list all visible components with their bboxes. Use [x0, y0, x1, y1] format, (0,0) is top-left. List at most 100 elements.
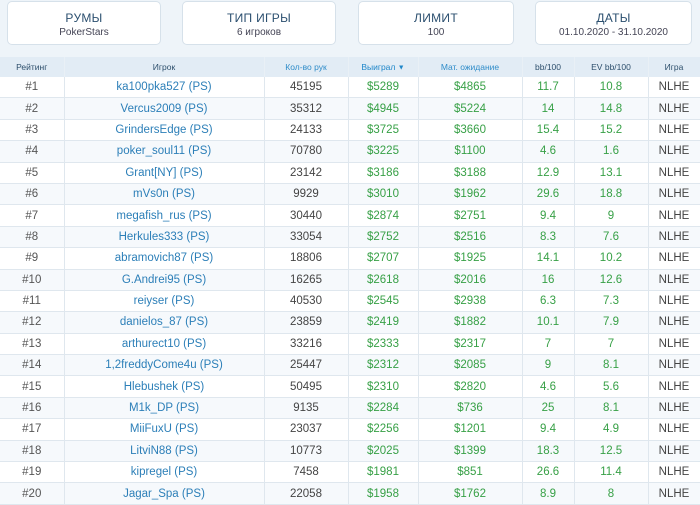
cell-ev: $1882 [418, 311, 523, 334]
cell-player[interactable]: ka100pka527 (PS) [64, 77, 265, 99]
cell-rating: #3 [0, 119, 65, 142]
cell-player[interactable]: Vercus2009 (PS) [64, 97, 265, 120]
cell-player[interactable]: M1k_DP (PS) [64, 397, 265, 420]
table-row: #11 reiyser (PS) 40530 $2545 $2938 6.3 7.3 NLHE [0, 290, 700, 313]
cell-hands: 33216 [264, 333, 349, 356]
cell-game: NLHE [648, 119, 700, 142]
cell-evbb100: 8.1 [574, 397, 649, 420]
cell-game: NLHE [648, 440, 700, 463]
col-header-ev-label: Мат. ожидание [440, 62, 500, 72]
cell-game: NLHE [648, 354, 700, 377]
cell-won: $3225 [348, 140, 419, 163]
cell-rating: #16 [0, 397, 65, 420]
cell-rating: #11 [0, 290, 65, 313]
cell-player[interactable]: Hlebushek (PS) [64, 375, 265, 398]
col-header-ev[interactable]: Мат. ожидание [418, 57, 523, 77]
limit-filter[interactable]: ЛИМИТ 100 [358, 1, 514, 45]
cell-ev: $1399 [418, 440, 523, 463]
cell-player[interactable]: Herkules333 (PS) [64, 226, 265, 249]
cell-ev: $2317 [418, 333, 523, 356]
cell-ev: $2516 [418, 226, 523, 249]
cell-player[interactable]: abramovich87 (PS) [64, 247, 265, 270]
dates-filter[interactable]: ДАТЫ 01.10.2020 - 31.10.2020 [535, 1, 692, 45]
table-row: #18 LitviN88 (PS) 10773 $2025 $1399 18.3 12.5 N… [0, 440, 700, 463]
table-row: #8 Herkules333 (PS) 33054 $2752 $2516 8.3 7.6 N… [0, 226, 700, 249]
cell-player[interactable]: kipregel (PS) [64, 461, 265, 484]
cell-player[interactable]: danielos_87 (PS) [64, 311, 265, 334]
cell-ev: $2085 [418, 354, 523, 377]
cell-won: $5289 [348, 77, 419, 99]
cell-game: NLHE [648, 204, 700, 227]
cell-hands: 70780 [264, 140, 349, 163]
cell-player[interactable]: Jagar_Spa (PS) [64, 482, 265, 505]
cell-evbb100: 15.2 [574, 119, 649, 142]
cell-evbb100: 18.8 [574, 183, 649, 206]
table-row: #4 poker_soul11 (PS) 70780 $3225 $1100 4.6 1.6… [0, 140, 700, 163]
cell-evbb100: 5.6 [574, 375, 649, 398]
cell-ev: $4865 [418, 77, 523, 99]
cell-bb100: 12.9 [522, 162, 575, 184]
col-header-bb100-label: bb/100 [535, 62, 561, 72]
cell-hands: 24133 [264, 119, 349, 142]
table-row: #12 danielos_87 (PS) 23859 $2419 $1882 10.1 7.… [0, 311, 700, 334]
cell-evbb100: 10.8 [574, 77, 649, 99]
cell-won: $2874 [348, 204, 419, 227]
rooms-filter-value: PokerStars [59, 27, 109, 38]
rooms-filter[interactable]: РУМЫ PokerStars [7, 1, 161, 45]
cell-player[interactable]: LitviN88 (PS) [64, 440, 265, 463]
cell-player[interactable]: arthurect10 (PS) [64, 333, 265, 356]
cell-won: $2310 [348, 375, 419, 398]
cell-rating: #20 [0, 482, 65, 505]
cell-player[interactable]: 1,2freddyCome4u (PS) [64, 354, 265, 377]
cell-hands: 22058 [264, 482, 349, 505]
col-header-game-label: Игра [664, 62, 684, 72]
cell-won: $2025 [348, 440, 419, 463]
col-header-won[interactable]: Выиграл ▼ [348, 57, 419, 77]
cell-game: NLHE [648, 162, 700, 184]
cell-player[interactable]: GrindersEdge (PS) [64, 119, 265, 142]
cell-player[interactable]: MiiFuxU (PS) [64, 418, 265, 441]
cell-rating: #8 [0, 226, 65, 249]
col-header-bb100[interactable]: bb/100 [522, 57, 575, 77]
col-header-won-label: Выиграл [361, 62, 396, 72]
cell-hands: 7458 [264, 461, 349, 484]
table-header-row: Рейтинг Игрок Кол-во рук Выиграл ▼ Мат. … [0, 57, 700, 77]
cell-game: NLHE [648, 226, 700, 249]
col-header-player-label: Игрок [152, 62, 176, 72]
cell-bb100: 9.4 [522, 204, 575, 227]
col-header-hands[interactable]: Кол-во рук [264, 57, 349, 77]
cell-ev: $2938 [418, 290, 523, 313]
table-row: #15 Hlebushek (PS) 50495 $2310 $2820 4.6 5.6 NL… [0, 375, 700, 398]
cell-rating: #4 [0, 140, 65, 163]
cell-hands: 45195 [264, 77, 349, 99]
table-row: #20 Jagar_Spa (PS) 22058 $1958 $1762 8.9 8 NLHE [0, 482, 700, 505]
cell-rating: #9 [0, 247, 65, 270]
cell-hands: 33054 [264, 226, 349, 249]
col-header-hands-label: Кол-во рук [285, 62, 327, 72]
table-row: #16 M1k_DP (PS) 9135 $2284 $736 25 8.1 NLHE [0, 397, 700, 420]
cell-player[interactable]: Grant[NY] (PS) [64, 162, 265, 184]
col-header-evbb100[interactable]: EV bb/100 [574, 57, 649, 77]
cell-evbb100: 7.9 [574, 311, 649, 334]
table-row: #6 mVs0n (PS) 9929 $3010 $1962 29.6 18.8 NLHE [0, 183, 700, 206]
game-type-filter[interactable]: ТИП ИГРЫ 6 игроков [182, 1, 336, 45]
cell-game: NLHE [648, 333, 700, 356]
cell-game: NLHE [648, 247, 700, 270]
cell-bb100: 14.1 [522, 247, 575, 270]
cell-player[interactable]: poker_soul11 (PS) [64, 140, 265, 163]
cell-bb100: 4.6 [522, 375, 575, 398]
col-header-game: Игра [648, 57, 700, 77]
cell-game: NLHE [648, 77, 700, 99]
col-header-player: Игрок [64, 57, 265, 77]
cell-player[interactable]: G.Andrei95 (PS) [64, 269, 265, 291]
cell-player[interactable]: reiyser (PS) [64, 290, 265, 313]
cell-player[interactable]: megafish_rus (PS) [64, 204, 265, 227]
cell-bb100: 29.6 [522, 183, 575, 206]
cell-hands: 9929 [264, 183, 349, 206]
results-table: Рейтинг Игрок Кол-во рук Выиграл ▼ Мат. … [0, 57, 700, 505]
cell-game: NLHE [648, 375, 700, 398]
cell-bb100: 15.4 [522, 119, 575, 142]
cell-player[interactable]: mVs0n (PS) [64, 183, 265, 206]
cell-won: $3186 [348, 162, 419, 184]
cell-hands: 40530 [264, 290, 349, 313]
